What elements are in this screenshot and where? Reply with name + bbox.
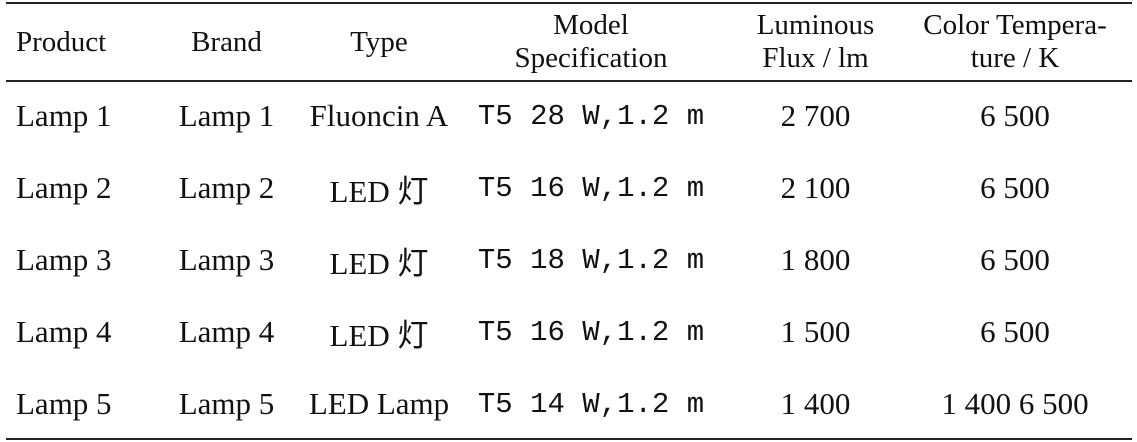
cell-type: LED Lamp [308,386,450,421]
table-body: Lamp 1 Lamp 1 Fluoncin A T5 28 W,1.2 m 2… [12,80,1122,440]
cell-model: T5 28 W,1.2 m [477,99,705,133]
cell-temp: 6 500 [980,170,1050,205]
header-model-specification: Model Specification [459,4,723,80]
header-model-line1: Model [553,9,629,41]
cell-flux: 1 800 [780,242,851,277]
header-type: Type [350,25,408,58]
cell-flux: 1 400 [780,386,851,421]
header-row: Product Brand Type Model Specification L… [12,4,1122,80]
bottom-rule [6,438,1132,440]
table-row: Lamp 1 Lamp 1 Fluoncin A T5 28 W,1.2 m 2… [12,80,1122,152]
cell-temp: 6 500 [980,98,1050,133]
header-flux-line2: Flux / lm [762,42,869,74]
table-row: Lamp 3 Lamp 3 LED 灯 T5 18 W,1.2 m 1 800 … [12,224,1122,296]
cell-model: T5 16 W,1.2 m [477,171,705,205]
cell-brand: Lamp 3 [178,242,275,277]
cell-product: Lamp 5 [16,386,112,421]
cell-temp: 6 500 [980,242,1050,277]
header-temp-line2: ture / K [970,42,1060,74]
cell-type: LED 灯 [329,317,429,353]
cell-brand: Lamp 4 [178,314,275,349]
cell-product: Lamp 2 [16,170,112,205]
cell-brand: Lamp 1 [178,98,275,133]
header-flux-line1: Luminous [756,9,875,41]
cell-type: LED 灯 [329,173,429,209]
cell-flux: 1 500 [780,314,851,349]
table-header: Product Brand Type Model Specification L… [12,4,1122,80]
header-model-line2: Specification [514,42,668,74]
top-rule [6,2,1132,4]
cell-model: T5 14 W,1.2 m [477,387,705,421]
header-product: Product [16,25,107,58]
cell-temp: 1 400 6 500 [941,386,1089,421]
table-row: Lamp 5 Lamp 5 LED Lamp T5 14 W,1.2 m 1 4… [12,368,1122,440]
cell-brand: Lamp 5 [178,386,275,421]
table-row: Lamp 4 Lamp 4 LED 灯 T5 16 W,1.2 m 1 500 … [12,296,1122,368]
cell-product: Lamp 1 [16,98,112,133]
cell-flux: 2 700 [780,98,851,133]
cell-flux: 2 100 [780,170,851,205]
cell-product: Lamp 4 [16,314,112,349]
cell-model: T5 16 W,1.2 m [477,315,705,349]
cell-type: Fluoncin A [309,98,449,133]
cell-model: T5 18 W,1.2 m [477,243,705,277]
cell-type: LED 灯 [329,245,429,281]
lamp-spec-table: Product Brand Type Model Specification L… [12,4,1122,440]
header-brand: Brand [191,25,262,58]
header-luminous-flux: Luminous Flux / lm [723,4,908,80]
header-color-temperature: Color Tempera- ture / K [908,4,1122,80]
table-row: Lamp 2 Lamp 2 LED 灯 T5 16 W,1.2 m 2 100 … [12,152,1122,224]
header-rule [6,80,1132,82]
header-temp-line1: Color Tempera- [923,9,1107,41]
cell-product: Lamp 3 [16,242,112,277]
cell-temp: 6 500 [980,314,1050,349]
cell-brand: Lamp 2 [178,170,275,205]
